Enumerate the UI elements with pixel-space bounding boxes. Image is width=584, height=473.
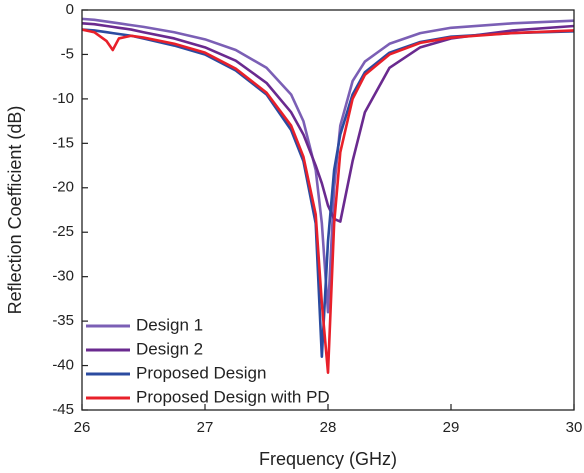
legend-label: Design 1	[136, 315, 203, 334]
y-tick-label: 0	[66, 1, 74, 18]
legend-label: Proposed Design with PD	[136, 387, 330, 406]
y-tick-label: -5	[61, 45, 74, 62]
legend-label: Design 2	[136, 339, 203, 358]
line-series	[81, 28, 575, 374]
y-tick-label: -45	[52, 401, 74, 418]
x-tick-label: 29	[443, 419, 460, 436]
y-tick-label: -15	[52, 134, 74, 151]
line-series	[81, 22, 575, 223]
x-tick-label: 26	[74, 419, 91, 436]
x-tick-label: 28	[320, 419, 337, 436]
y-tick-label: -20	[52, 179, 74, 196]
y-tick-label: -40	[52, 357, 74, 374]
y-tick-label: -25	[52, 223, 74, 240]
line-series	[81, 17, 575, 314]
x-axis-title: Frequency (GHz)	[259, 449, 397, 469]
x-tick-label: 27	[197, 419, 214, 436]
y-axis-title: Reflection Coefficient (dB)	[5, 106, 25, 315]
legend-label: Proposed Design	[136, 363, 266, 382]
y-tick-label: -35	[52, 312, 74, 329]
x-tick-label: 30	[566, 419, 583, 436]
y-tick-label: -10	[52, 90, 74, 107]
y-tick-label: -30	[52, 268, 74, 285]
plot-frame	[81, 9, 575, 411]
